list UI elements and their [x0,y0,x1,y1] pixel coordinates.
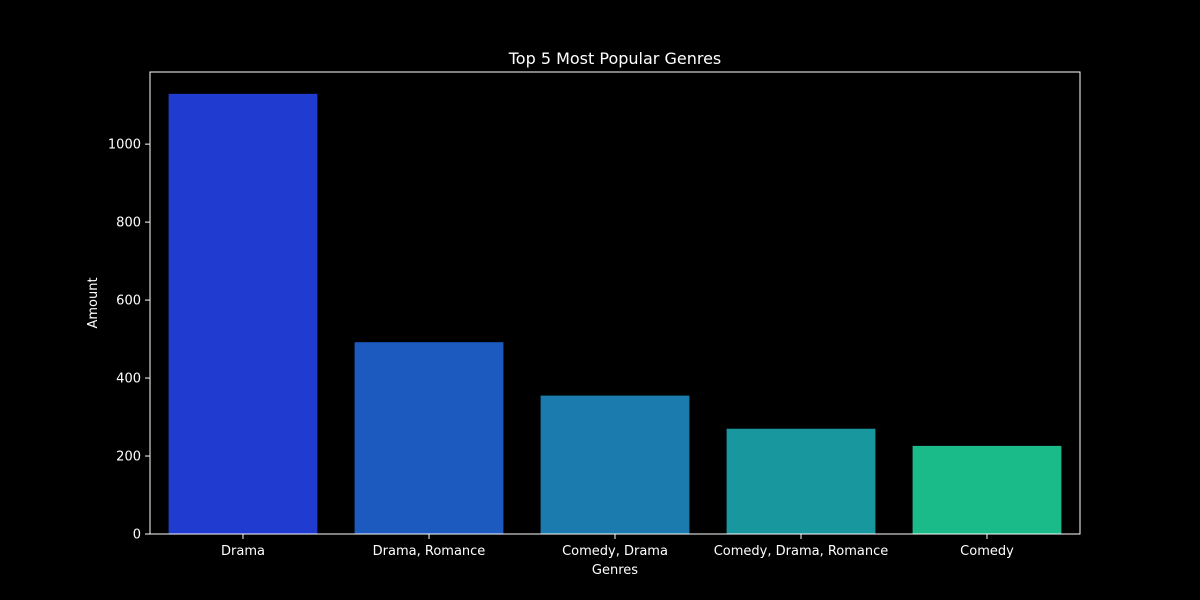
y-tick-label: 1000 [108,138,141,153]
y-tick-label: 800 [116,216,141,231]
x-tick-label: Comedy [960,544,1014,559]
x-tick-label: Drama [221,544,265,559]
x-axis-label: Genres [592,563,638,578]
x-tick-label: Comedy, Drama, Romance [714,544,889,559]
y-tick-label: 400 [116,372,141,387]
y-axis-ticks: 0 200 400 600 800 1000 [108,138,150,543]
bar-3 [726,428,876,534]
bar-2 [540,395,690,534]
y-axis-label: Amount [86,277,101,328]
y-tick-label: 600 [116,294,141,309]
bar-0 [168,93,318,534]
x-axis-ticks: Drama Drama, Romance Comedy, Drama Comedy, … [221,534,1014,559]
bar-4 [912,445,1062,534]
y-tick-label: 0 [133,528,141,543]
chart-title: Top 5 Most Popular Genres [508,49,722,68]
axes-frame [149,71,1081,535]
x-tick-label: Comedy, Drama [562,544,668,559]
x-tick-label: Drama, Romance [373,544,486,559]
bar-1 [354,342,504,534]
bars-group [168,93,1062,534]
y-tick-label: 200 [116,450,141,465]
